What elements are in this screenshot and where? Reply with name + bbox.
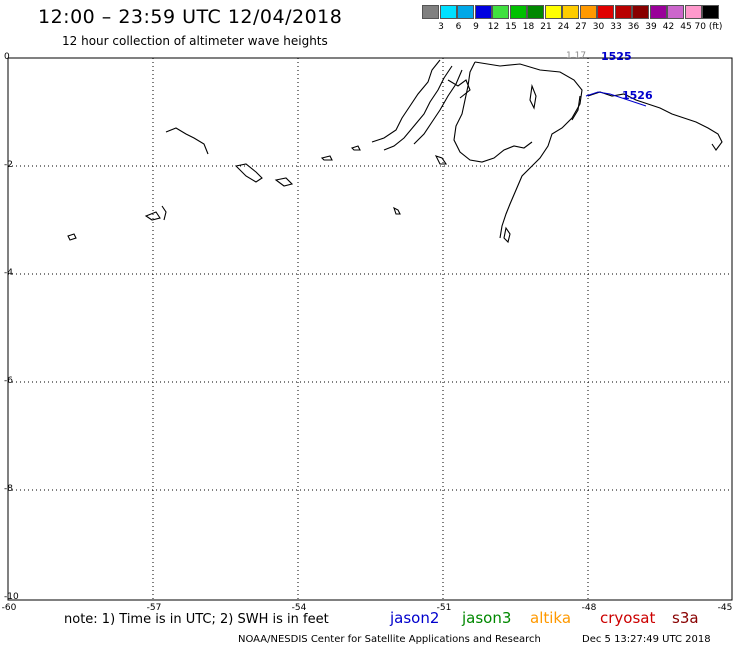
legend-swatch xyxy=(544,5,562,19)
legend-swatch xyxy=(614,5,632,19)
legend-swatch xyxy=(702,5,719,19)
xtick-label: -51 xyxy=(436,603,452,613)
legend-swatch xyxy=(527,5,544,19)
small-island-2 xyxy=(161,205,167,221)
color-legend xyxy=(422,5,720,19)
delta-islands-4 xyxy=(447,79,471,99)
satellite-label-jason3: jason3 xyxy=(462,609,512,627)
legend-label: 27 xyxy=(575,22,587,32)
river-channel xyxy=(571,95,581,121)
legend-swatch xyxy=(492,5,509,19)
legend-label: 39 xyxy=(645,22,657,32)
legend-swatch xyxy=(632,5,649,19)
small-island-1 xyxy=(144,211,161,221)
legend-label: 6 xyxy=(455,22,462,32)
generated-timestamp: Dec 5 13:27:49 UTC 2018 xyxy=(582,634,711,645)
amazon-delta-coast xyxy=(474,61,583,239)
legend-label: 42 xyxy=(662,22,675,32)
credit-text: NOAA/NESDIS Center for Satellite Applica… xyxy=(238,634,541,645)
legend-label: 18 xyxy=(522,22,535,32)
ytick-label: 0 xyxy=(4,52,10,62)
xtick-label: -45 xyxy=(717,603,733,613)
satellite-label-jason2: jason2 xyxy=(390,609,440,627)
satellite-label-cryosat: cryosat xyxy=(600,609,656,627)
delta-islands-3 xyxy=(413,69,463,145)
small-island-4 xyxy=(393,206,401,215)
small-island-3 xyxy=(67,233,77,241)
xtick-label: -48 xyxy=(581,603,597,613)
legend-swatch xyxy=(597,5,614,19)
eastern-coast-track xyxy=(587,91,723,151)
guiana-island-2 xyxy=(234,163,263,183)
legend-swatch xyxy=(439,5,457,19)
ytick-label: -10 xyxy=(4,592,19,602)
legend-label: 3 xyxy=(438,22,444,32)
legend-swatch xyxy=(457,5,474,19)
xtick-label: -57 xyxy=(146,603,162,613)
legend-label: 9 xyxy=(473,22,479,32)
legend-label: 70 (ft) xyxy=(694,22,723,32)
satellite-label-altika: altika xyxy=(530,609,572,627)
guiana-island-1 xyxy=(165,127,209,155)
legend-swatch xyxy=(649,5,667,19)
graticule xyxy=(8,58,732,600)
units-note: note: 1) Time is in UTC; 2) SWH is in fe… xyxy=(64,612,329,627)
jason2-track xyxy=(585,91,647,107)
legend-label: 12 xyxy=(487,22,500,32)
legend-swatch xyxy=(422,5,439,19)
coastline xyxy=(67,59,723,244)
legend-swatch xyxy=(684,5,702,19)
legend-label: 24 xyxy=(557,22,570,32)
legend-swatch xyxy=(474,5,492,19)
xtick-label: -54 xyxy=(291,603,307,613)
plot-frame xyxy=(7,57,733,601)
satellite-label-s3a: s3a xyxy=(672,609,699,627)
small-island-6 xyxy=(350,145,361,151)
track-swh-value: 1.17 xyxy=(566,51,587,61)
color-legend-labels: 3 6 9 12 15 18 21 24 27 30 33 36 39 42 45 70 (ft) xyxy=(422,22,740,34)
track-pass-label: 1526 xyxy=(622,89,653,102)
xtick-label: -60 xyxy=(1,603,17,613)
legend-label: 15 xyxy=(505,22,517,32)
delta-islands-2 xyxy=(383,65,453,151)
legend-label: 21 xyxy=(540,22,552,32)
map-title: 12:00 – 23:59 UTC 12/04/2018 xyxy=(38,6,343,28)
track-pass-label: 1525 xyxy=(601,50,632,63)
small-island-5 xyxy=(320,155,333,161)
ytick-label: -4 xyxy=(4,268,13,278)
legend-swatch xyxy=(579,5,597,19)
delta-islands-1 xyxy=(371,59,441,143)
legend-label: 30 xyxy=(592,22,605,32)
legend-swatch xyxy=(509,5,527,19)
small-island-7 xyxy=(434,155,448,165)
southern-inlet xyxy=(503,226,511,244)
legend-swatch xyxy=(667,5,684,19)
inner-island xyxy=(529,83,537,110)
map-subtitle: 12 hour collection of altimeter wave hei… xyxy=(62,34,328,48)
ytick-label: -8 xyxy=(4,484,13,494)
guiana-island-3 xyxy=(274,177,294,187)
ytick-label: -6 xyxy=(4,376,13,386)
ytick-label: -2 xyxy=(4,160,13,170)
marajo-coast xyxy=(453,61,533,163)
legend-label: 45 xyxy=(680,22,692,32)
legend-label: 33 xyxy=(610,22,622,32)
legend-swatch xyxy=(562,5,579,19)
legend-label: 36 xyxy=(627,22,640,32)
